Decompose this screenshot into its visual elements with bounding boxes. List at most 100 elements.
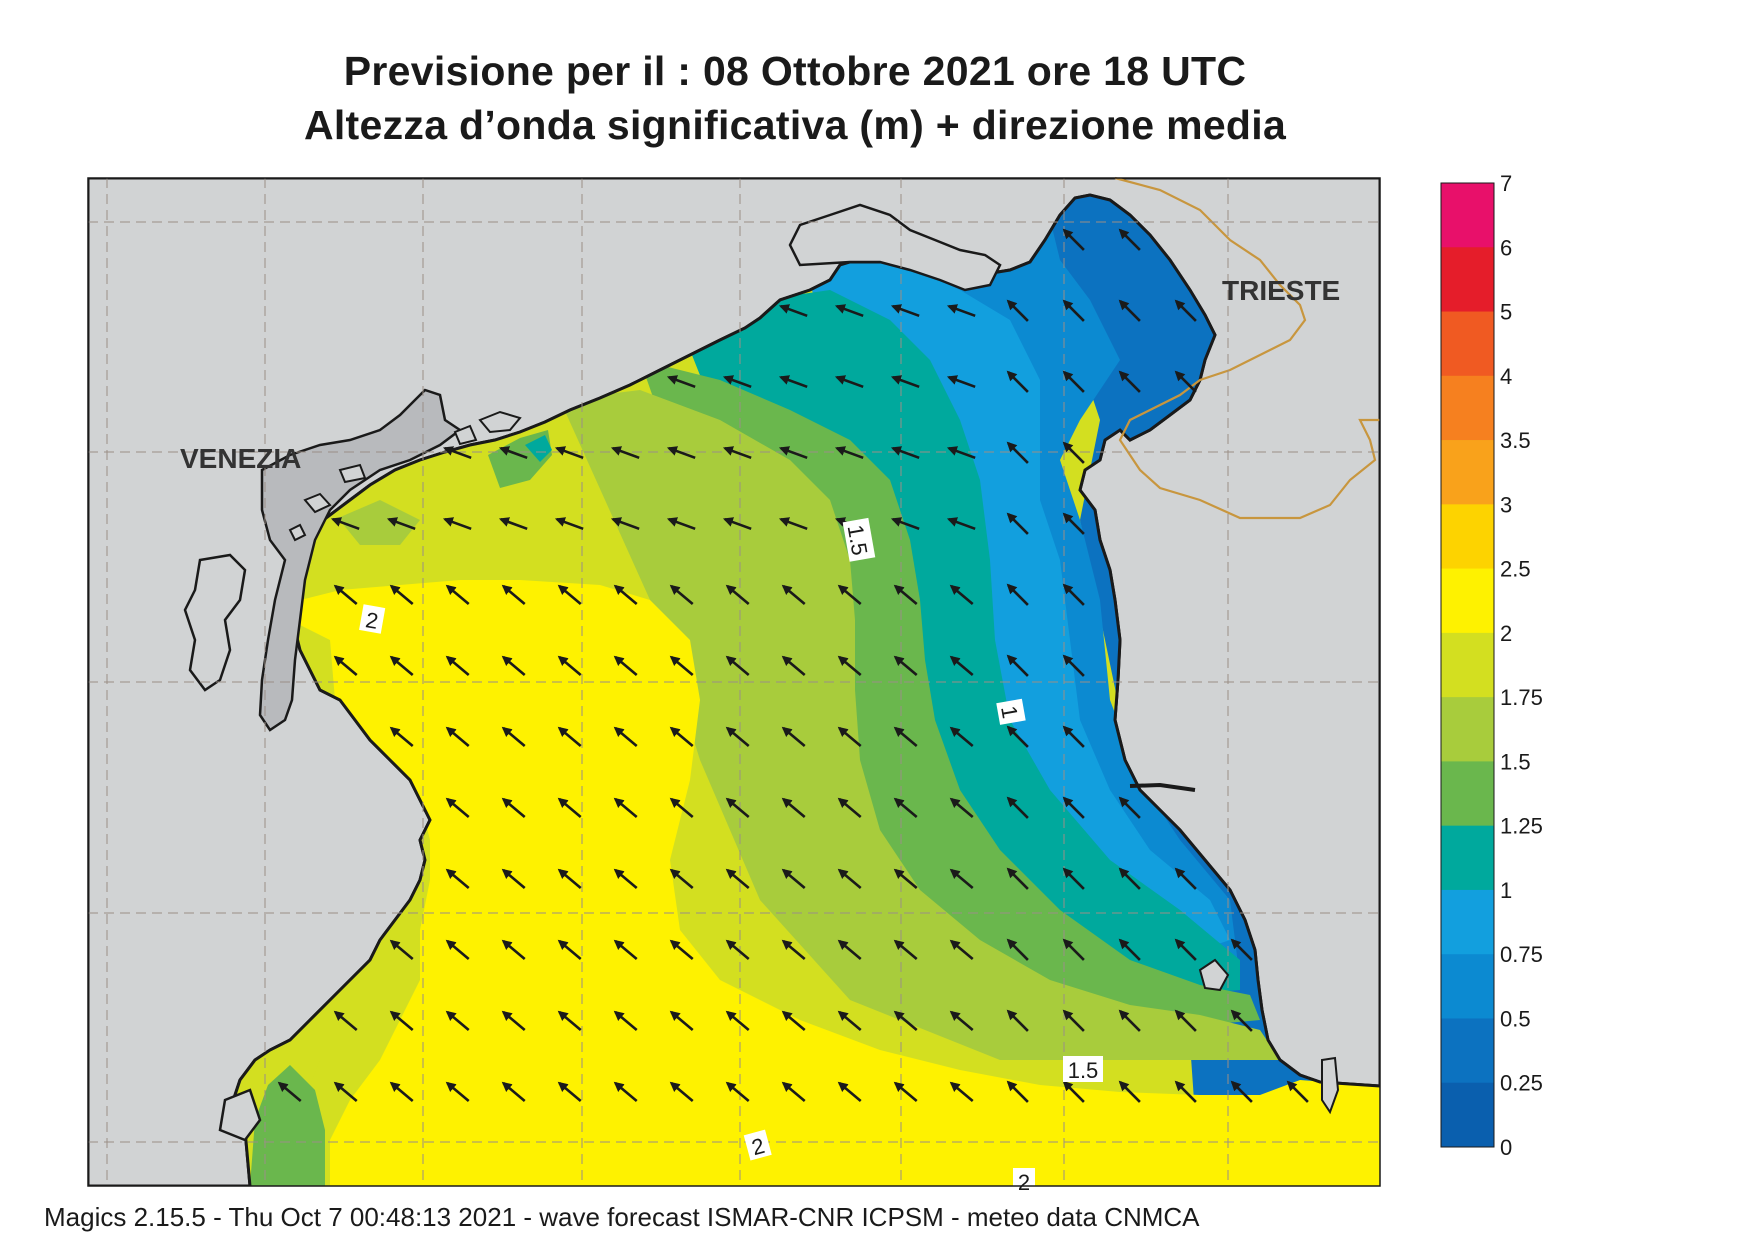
- legend-level-label: 2.5: [1500, 557, 1531, 582]
- wave-direction-arrow: [1006, 796, 1029, 819]
- wave-direction-arrow: [498, 517, 528, 531]
- wave-direction-arrow: [1118, 370, 1141, 393]
- legend-level-label: 3.5: [1500, 428, 1531, 453]
- wave-direction-arrow: [949, 584, 974, 605]
- wave-direction-arrow: [557, 584, 582, 605]
- wave-direction-arrow: [1006, 441, 1029, 464]
- wave-direction-arrow: [501, 868, 526, 889]
- wave-direction-arrow: [778, 446, 808, 460]
- wave-direction-arrow: [946, 446, 976, 460]
- wave-direction-arrow: [781, 868, 806, 889]
- wave-direction-arrow: [1118, 938, 1141, 961]
- place-label-trieste: TRIESTE: [1222, 275, 1340, 306]
- wave-direction-arrow: [893, 868, 918, 889]
- wave-direction-arrow: [386, 517, 416, 531]
- wave-direction-arrow: [445, 1010, 470, 1031]
- wave-direction-arrow: [501, 1081, 526, 1102]
- wave-direction-arrow: [1230, 938, 1253, 961]
- wave-direction-arrow: [389, 1081, 414, 1102]
- legend-swatch: [1441, 440, 1494, 505]
- wave-direction-arrow: [1174, 1009, 1197, 1032]
- wave-direction-arrow: [781, 584, 806, 605]
- wave-direction-arrow: [554, 446, 584, 460]
- wave-direction-arrow: [1174, 1080, 1197, 1103]
- legend-level-label: 4: [1500, 364, 1512, 389]
- wave-direction-arrow: [1006, 299, 1029, 322]
- wave-direction-arrow: [333, 1081, 358, 1102]
- wave-direction-arrow: [949, 939, 974, 960]
- east-isle: [1321, 1056, 1340, 1115]
- wave-direction-arrow: [781, 797, 806, 818]
- wave-direction-arrow: [1062, 583, 1085, 606]
- wave-direction-arrow: [1062, 796, 1085, 819]
- wave-direction-arrow: [666, 517, 696, 531]
- wave-direction-arrow: [890, 517, 920, 531]
- wave-direction-arrow: [330, 517, 360, 531]
- legend-level-label: 0.5: [1500, 1006, 1531, 1031]
- wave-direction-arrow: [1006, 512, 1029, 535]
- wave-direction-arrow: [389, 1010, 414, 1031]
- wave-direction-arrow: [557, 868, 582, 889]
- venice-lagoon-land: [258, 388, 463, 732]
- wave-direction-arrow: [498, 446, 528, 460]
- contour-label: 1: [996, 704, 1023, 720]
- wave-direction-arrow: [277, 1081, 302, 1102]
- legend-swatch: [1441, 954, 1494, 1019]
- wave-direction-arrow: [389, 939, 414, 960]
- legend-level-label: 7: [1500, 171, 1512, 196]
- legend-level-label: 0.75: [1500, 942, 1543, 967]
- wave-direction-arrow: [1062, 299, 1085, 322]
- legend-swatch: [1441, 568, 1494, 634]
- wave-direction-arrow: [445, 1081, 470, 1102]
- contour-label: 2: [1018, 1170, 1030, 1195]
- contour-label: 1.5: [1068, 1058, 1099, 1083]
- wave-direction-arrow: [890, 375, 920, 389]
- map-title-line2: Altezza d’onda significativa (m) + direz…: [303, 102, 1287, 148]
- wave-direction-arrow: [949, 1081, 974, 1102]
- wave-direction-arrow: [1062, 370, 1085, 393]
- wave-direction-arrow: [837, 726, 862, 747]
- wave-direction-arrow: [1118, 228, 1141, 251]
- wave-direction-arrow: [442, 517, 472, 531]
- wave-direction-arrow: [893, 939, 918, 960]
- wave-direction-arrow: [722, 375, 752, 389]
- wave-direction-arrow: [501, 726, 526, 747]
- wave-direction-arrow: [613, 1010, 638, 1031]
- wave-direction-arrow: [557, 1081, 582, 1102]
- legend-swatch: [1441, 504, 1494, 570]
- wave-direction-arrow: [1006, 1009, 1029, 1032]
- map-frame: [87, 177, 1381, 1187]
- legend-swatch: [1441, 375, 1494, 441]
- country-border: [1114, 176, 1380, 520]
- wave-direction-arrow: [1174, 867, 1197, 890]
- wave-direction-arrow: [389, 726, 414, 747]
- wave-direction-arrow: [445, 726, 470, 747]
- wave-direction-arrow: [669, 868, 694, 889]
- wave-direction-arrow: [1062, 1080, 1085, 1103]
- wave-direction-arrow: [1062, 725, 1085, 748]
- wave-direction-arrow: [1006, 725, 1029, 748]
- wave-direction-arrow: [837, 655, 862, 676]
- wave-direction-arrow: [1062, 654, 1085, 677]
- wave-direction-arrow: [669, 797, 694, 818]
- legend-level-label: 1.75: [1500, 685, 1543, 710]
- wave-direction-arrow: [946, 517, 976, 531]
- wave-direction-arrow: [1286, 1080, 1309, 1103]
- wave-direction-arrow: [837, 1010, 862, 1031]
- wave-direction-arrow: [613, 1081, 638, 1102]
- wave-direction-arrow: [445, 655, 470, 676]
- wave-direction-arrow: [1006, 867, 1029, 890]
- legend-swatch: [1441, 1018, 1494, 1084]
- wave-direction-arrow: [834, 375, 864, 389]
- wave-direction-arrow: [946, 375, 976, 389]
- wave-direction-arrow: [613, 655, 638, 676]
- wave-direction-arrow: [442, 446, 472, 460]
- wave-direction-arrow: [333, 1010, 358, 1031]
- legend-level-label: 0: [1500, 1135, 1512, 1160]
- legend-swatch: [1441, 697, 1494, 762]
- wave-direction-arrow: [893, 655, 918, 676]
- wave-direction-arrow: [781, 1081, 806, 1102]
- wave-direction-arrow: [778, 517, 808, 531]
- wave-direction-arrow: [669, 584, 694, 605]
- legend-swatch: [1441, 825, 1494, 891]
